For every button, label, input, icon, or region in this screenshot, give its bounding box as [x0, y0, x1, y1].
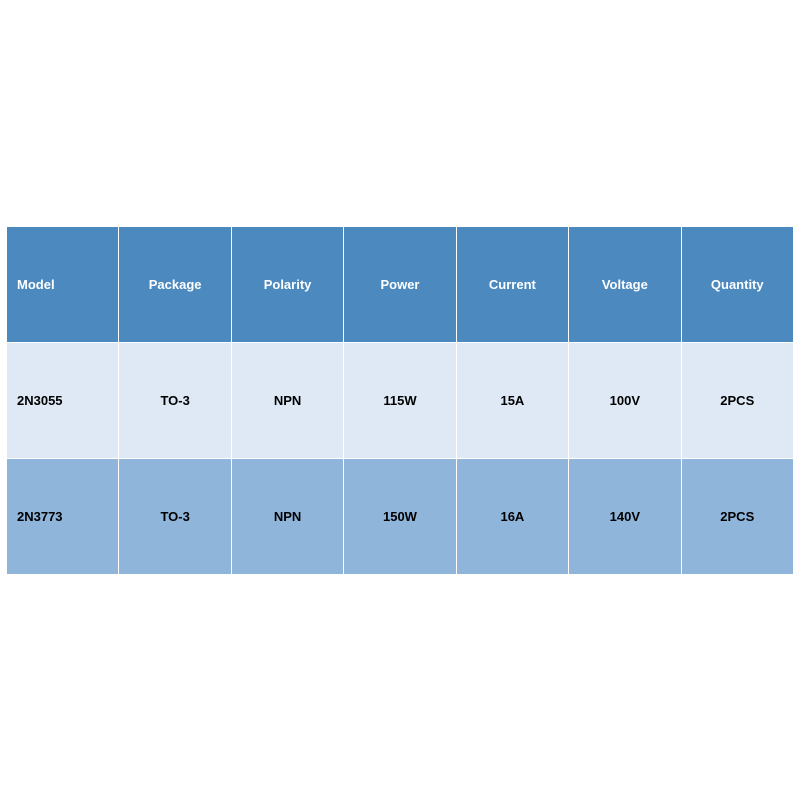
col-header-voltage: Voltage [569, 226, 681, 342]
col-header-model: Model [7, 226, 119, 342]
cell-polarity: NPN [231, 342, 343, 458]
col-header-current: Current [456, 226, 568, 342]
table-header: Model Package Polarity Power Current Vol… [7, 226, 794, 342]
table-body: 2N3055 TO-3 NPN 115W 15A 100V 2PCS 2N377… [7, 342, 794, 574]
cell-voltage: 100V [569, 342, 681, 458]
table-row: 2N3055 TO-3 NPN 115W 15A 100V 2PCS [7, 342, 794, 458]
col-header-power: Power [344, 226, 456, 342]
cell-power: 150W [344, 458, 456, 574]
cell-quantity: 2PCS [681, 342, 793, 458]
cell-model: 2N3773 [7, 458, 119, 574]
cell-package: TO-3 [119, 342, 231, 458]
col-header-package: Package [119, 226, 231, 342]
cell-current: 16A [456, 458, 568, 574]
cell-model: 2N3055 [7, 342, 119, 458]
transistor-spec-table-container: Model Package Polarity Power Current Vol… [6, 226, 794, 575]
cell-polarity: NPN [231, 458, 343, 574]
col-header-quantity: Quantity [681, 226, 793, 342]
cell-voltage: 140V [569, 458, 681, 574]
transistor-spec-table: Model Package Polarity Power Current Vol… [6, 226, 794, 575]
cell-quantity: 2PCS [681, 458, 793, 574]
cell-package: TO-3 [119, 458, 231, 574]
col-header-polarity: Polarity [231, 226, 343, 342]
cell-power: 115W [344, 342, 456, 458]
table-header-row: Model Package Polarity Power Current Vol… [7, 226, 794, 342]
table-row: 2N3773 TO-3 NPN 150W 16A 140V 2PCS [7, 458, 794, 574]
cell-current: 15A [456, 342, 568, 458]
